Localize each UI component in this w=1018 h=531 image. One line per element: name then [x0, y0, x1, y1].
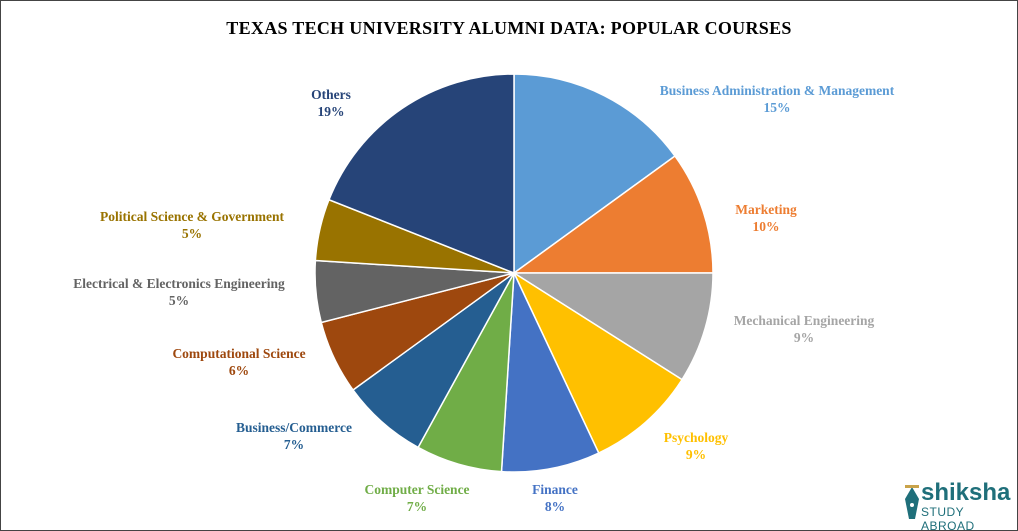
- slice-label-name: Electrical & Electronics Engineering: [73, 276, 285, 291]
- slice-label: Computational Science 6%: [172, 345, 305, 379]
- slice-label: Psychology 9%: [664, 429, 729, 463]
- pie-slice: [513, 73, 677, 275]
- slice-label-name: Business Administration & Management: [659, 83, 895, 98]
- pie-slice: [511, 272, 714, 381]
- slice-label-value: 19%: [317, 104, 345, 119]
- pen-nib-icon: [905, 485, 919, 519]
- slice-label: Political Science & Government 5%: [100, 208, 284, 242]
- slice-label-value: 5%: [181, 226, 203, 241]
- pie-slice: [511, 154, 714, 274]
- slice-label-name: Marketing: [735, 202, 797, 217]
- slice-label-name: Mechanical Engineering: [733, 313, 875, 328]
- slice-label: Electrical & Electronics Engineering 5%: [73, 275, 285, 309]
- pie-slice: [500, 272, 600, 473]
- pie-slice: [328, 73, 515, 275]
- slice-label-name: Finance: [532, 482, 578, 497]
- pie-slice: [512, 270, 684, 455]
- slice-label: Computer Science 7%: [364, 481, 469, 515]
- shiksha-logo: shiksha STUDY ABROAD: [903, 479, 1013, 530]
- slice-label: Finance 8%: [532, 481, 578, 515]
- slice-label-value: 6%: [228, 363, 250, 378]
- slice-label-value: 7%: [283, 437, 305, 452]
- slice-label-value: 9%: [685, 447, 707, 462]
- slice-label: Mechanical Engineering 9%: [734, 312, 875, 346]
- slice-label: Business/Commerce 7%: [236, 419, 352, 453]
- slice-label-name: Computational Science: [172, 346, 306, 361]
- logo-word: shiksha: [921, 479, 1011, 506]
- slice-label-value: 7%: [406, 499, 428, 514]
- logo-subtitle: STUDY ABROAD: [921, 505, 975, 531]
- slice-label-value: 9%: [793, 330, 815, 345]
- slice-label-name: Business/Commerce: [236, 420, 352, 435]
- slice-label: Marketing 10%: [735, 201, 797, 235]
- slice-label-value: 10%: [752, 219, 780, 234]
- slice-label-name: Psychology: [663, 430, 729, 445]
- slice-label-value: 8%: [544, 499, 566, 514]
- slice-label: Others 19%: [311, 86, 351, 120]
- slice-label-name: Others: [311, 87, 351, 102]
- slice-label-name: Computer Science: [364, 482, 470, 497]
- chart-title: TEXAS TECH UNIVERSITY ALUMNI DATA: POPUL…: [226, 18, 792, 38]
- slice-label-name: Political Science & Government: [99, 209, 285, 224]
- slice-label: Business Administration & Management 15%: [660, 82, 894, 116]
- slice-label-value: 5%: [168, 293, 190, 308]
- slice-label-value: 15%: [763, 100, 791, 115]
